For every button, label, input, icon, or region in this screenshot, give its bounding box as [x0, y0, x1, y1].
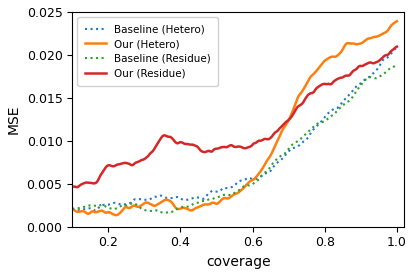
Our (Hetero) — [394, 20, 399, 23]
Our (Hetero) — [262, 161, 267, 165]
Our (Hetero) — [344, 42, 349, 45]
Baseline (Hetero) — [262, 172, 267, 175]
Our (Hetero) — [269, 151, 274, 154]
Baseline (Hetero) — [69, 208, 74, 211]
Our (Residue) — [71, 185, 76, 188]
Our (Residue) — [74, 185, 79, 189]
Baseline (Residue) — [263, 169, 268, 173]
Baseline (Hetero) — [269, 167, 274, 170]
Legend: Baseline (Hetero), Our (Hetero), Baseline (Residue), Our (Residue): Baseline (Hetero), Our (Hetero), Baselin… — [77, 17, 217, 86]
Baseline (Residue) — [344, 100, 349, 104]
Our (Hetero) — [69, 208, 74, 211]
Line: Baseline (Residue): Baseline (Residue) — [72, 64, 396, 213]
Baseline (Residue) — [161, 211, 166, 214]
Baseline (Residue) — [71, 207, 76, 210]
Our (Hetero) — [71, 208, 76, 211]
Baseline (Hetero) — [364, 76, 369, 79]
Baseline (Hetero) — [344, 96, 349, 99]
Baseline (Hetero) — [394, 46, 399, 49]
Baseline (Residue) — [394, 63, 399, 66]
X-axis label: coverage: coverage — [205, 255, 270, 269]
Baseline (Residue) — [262, 171, 267, 174]
Our (Residue) — [69, 185, 74, 188]
Line: Baseline (Hetero): Baseline (Hetero) — [72, 47, 396, 211]
Line: Our (Residue): Our (Residue) — [72, 47, 396, 187]
Line: Our (Hetero): Our (Hetero) — [72, 21, 396, 215]
Our (Residue) — [269, 135, 274, 138]
Our (Residue) — [263, 137, 268, 141]
Our (Residue) — [344, 74, 349, 77]
Our (Hetero) — [113, 214, 118, 217]
Baseline (Hetero) — [263, 171, 268, 175]
Baseline (Residue) — [269, 163, 274, 166]
Baseline (Hetero) — [93, 209, 97, 212]
Baseline (Hetero) — [71, 208, 76, 211]
Our (Residue) — [262, 137, 267, 140]
Our (Residue) — [394, 45, 399, 48]
Baseline (Residue) — [69, 207, 74, 211]
Y-axis label: MSE: MSE — [7, 105, 21, 134]
Our (Hetero) — [263, 160, 268, 163]
Baseline (Residue) — [364, 76, 369, 80]
Our (Residue) — [364, 62, 369, 65]
Our (Hetero) — [364, 37, 369, 41]
